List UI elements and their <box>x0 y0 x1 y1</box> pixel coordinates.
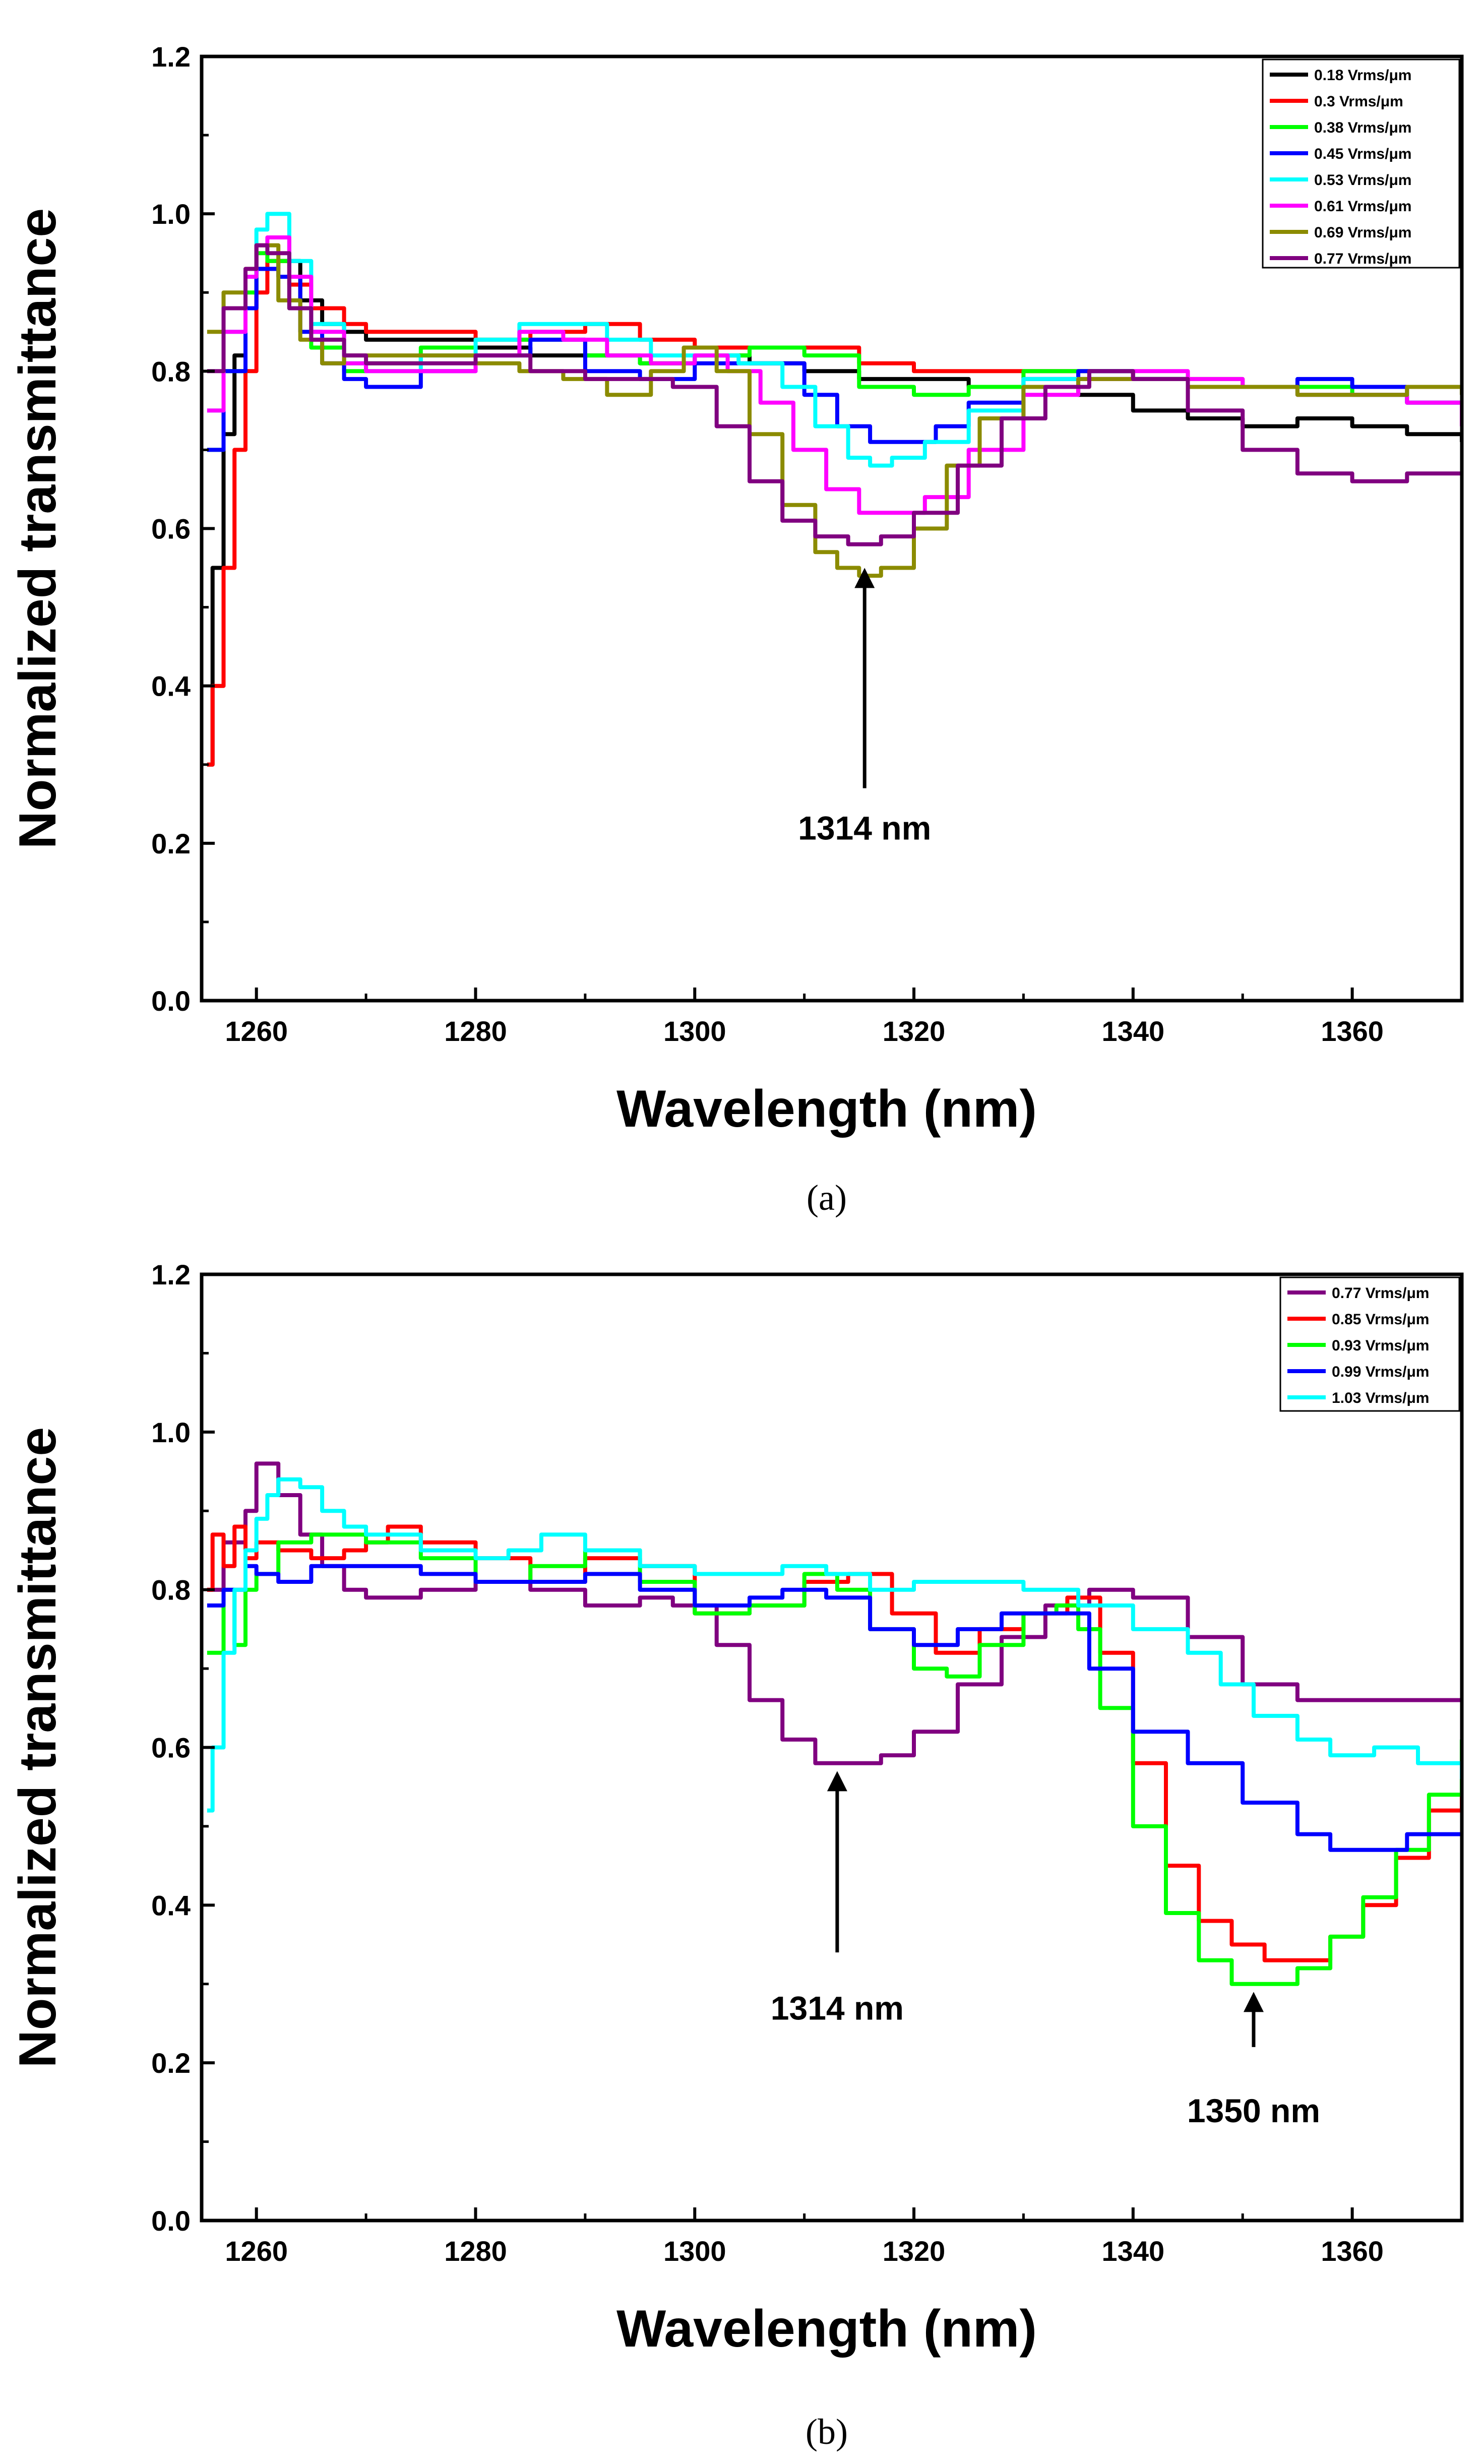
y-tick-label: 0.0 <box>151 2205 191 2237</box>
x-tick-label: 1360 <box>1321 1015 1384 1047</box>
chart-panel-b: 1260 1280 1300 1320 1340 1360 0.0 0.2 0.4 0.6 0.8 1… <box>9 1259 1464 2452</box>
x-tick-label: 1280 <box>444 1015 507 1047</box>
annotation-arrowhead <box>854 568 875 588</box>
series-line-1 <box>207 259 1462 767</box>
legend: 0.77 Vrms/μm 0.85 Vrms/μm 0.93 Vrms/μm 0.99… <box>1279 1276 1460 1412</box>
legend-label: 0.99 Vrms/μm <box>1332 1364 1429 1380</box>
y-tick-label: 0.8 <box>151 1574 191 1606</box>
annotation-label: 1314 nm <box>798 810 931 847</box>
series-line-0 <box>207 259 1462 767</box>
y-tick-label: 0.2 <box>151 2047 191 2079</box>
legend-label: 0.61 Vrms/μm <box>1314 198 1411 215</box>
plot-area <box>207 1461 1462 1986</box>
x-tick-label: 1260 <box>225 1015 288 1047</box>
x-tick-label: 1360 <box>1321 2235 1384 2267</box>
series-line-3 <box>207 1564 1462 1852</box>
legend-label: 0.69 Vrms/μm <box>1314 224 1411 241</box>
x-tick-label: 1340 <box>1102 1015 1165 1047</box>
x-tick-label: 1260 <box>225 2235 288 2267</box>
legend: 0.18 Vrms/μm 0.3 Vrms/μm 0.38 Vrms/μm 0.45 … <box>1262 58 1460 269</box>
series-line-6 <box>207 243 1462 578</box>
panel-label: (b) <box>806 2412 848 2452</box>
annotation-label: 1314 nm <box>771 1990 904 2027</box>
chart-panel-a: 1260 1280 1300 1320 1340 1360 0.0 0.2 0.4 0.6 0.8 1… <box>9 41 1464 1218</box>
x-axis-title: Wavelength (nm) <box>616 2300 1037 2358</box>
series-line-2 <box>207 251 1462 452</box>
y-tick-label: 0.8 <box>151 355 191 387</box>
legend-label: 0.38 Vrms/μm <box>1314 119 1411 136</box>
annotation-arrowhead <box>1243 1992 1264 2012</box>
x-axis-title: Wavelength (nm) <box>616 1080 1037 1138</box>
y-tick-label: 0.6 <box>151 1732 191 1764</box>
y-tick-label: 1.2 <box>151 1259 191 1290</box>
y-tick-label: 1.0 <box>151 1416 191 1448</box>
plot-area <box>207 212 1462 767</box>
legend-label: 0.77 Vrms/μm <box>1314 251 1411 267</box>
annotation-arrowhead <box>827 1771 847 1792</box>
y-axis-title: Normalized transmittance <box>9 208 67 849</box>
annotation-label: 1350 nm <box>1187 2092 1320 2129</box>
y-tick-label: 0.0 <box>151 985 191 1017</box>
x-tick-label: 1320 <box>883 2235 946 2267</box>
x-tick-label: 1300 <box>663 1015 726 1047</box>
legend-label: 1.03 Vrms/μm <box>1332 1390 1429 1406</box>
series-line-7 <box>207 243 1462 546</box>
y-tick-label: 0.6 <box>151 513 191 545</box>
plot-frame <box>200 1272 1464 2223</box>
y-tick-label: 1.0 <box>151 198 191 230</box>
legend-label: 0.3 Vrms/μm <box>1314 93 1403 110</box>
y-tick-label: 1.2 <box>151 41 191 73</box>
legend-label: 0.93 Vrms/μm <box>1332 1337 1429 1354</box>
y-tick-label: 0.4 <box>151 670 191 702</box>
y-tick-label: 0.4 <box>151 1889 191 1921</box>
panel-label: (a) <box>807 1178 847 1218</box>
legend-label: 0.45 Vrms/μm <box>1314 146 1411 162</box>
legend-label: 0.53 Vrms/μm <box>1314 172 1411 189</box>
series-line-5 <box>207 235 1462 515</box>
legend-label: 0.85 Vrms/μm <box>1332 1311 1429 1328</box>
x-tick-label: 1340 <box>1102 2235 1165 2267</box>
series-line-1 <box>207 1524 1462 1962</box>
y-tick-label: 0.2 <box>151 828 191 859</box>
x-tick-label: 1320 <box>883 1015 946 1047</box>
series-line-4 <box>207 1477 1462 1813</box>
series-line-2 <box>207 1532 1462 1986</box>
series-line-3 <box>207 267 1462 452</box>
y-axis-title: Normalized transmittance <box>9 1427 67 2068</box>
legend-label: 0.18 Vrms/μm <box>1314 67 1411 84</box>
x-tick-label: 1300 <box>663 2235 726 2267</box>
legend-label: 0.77 Vrms/μm <box>1332 1285 1429 1302</box>
series-line-0 <box>207 1461 1462 1765</box>
x-tick-label: 1280 <box>444 2235 507 2267</box>
